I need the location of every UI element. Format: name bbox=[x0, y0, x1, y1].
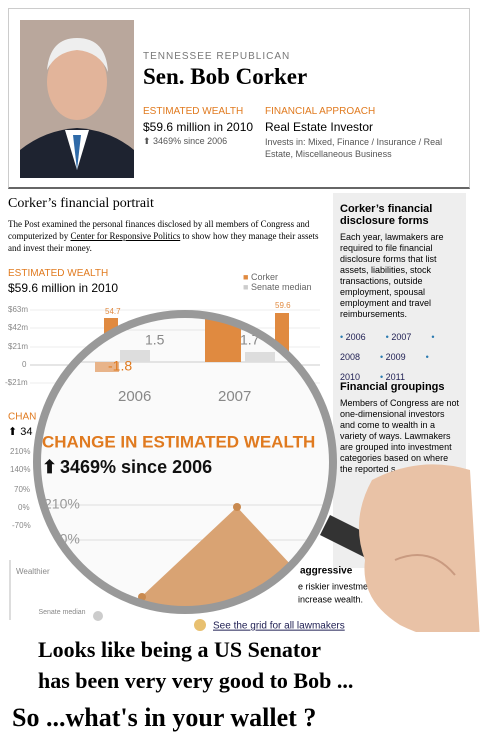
intro-text: The Post examined the personal finances … bbox=[8, 219, 310, 241]
intro-link[interactable]: Center for Responsive Politics bbox=[70, 231, 181, 241]
intro-text: to show how they manage their assets and… bbox=[8, 231, 319, 253]
year-item: • 2008 bbox=[340, 332, 434, 362]
invests-in: Invests in: Mixed, Finance / Insurance /… bbox=[265, 137, 443, 159]
legend-label: Senate median bbox=[250, 282, 312, 292]
lens-ring bbox=[33, 310, 337, 614]
legend-label: Corker bbox=[250, 272, 278, 282]
y-tick-label: 140% bbox=[10, 465, 30, 474]
forms-text: Each year, lawmakers are required to fil… bbox=[340, 232, 444, 319]
name: Sen. Bob Corker bbox=[143, 64, 308, 89]
year-item: • 2011 bbox=[380, 372, 426, 382]
y-tick-label: 0 bbox=[22, 360, 27, 369]
zoom-tick: 210% bbox=[44, 496, 80, 512]
grid-link[interactable]: See the grid for all lawmakers bbox=[213, 621, 345, 632]
y-tick-label: -$21m bbox=[5, 378, 28, 387]
y-tick-label: 210% bbox=[10, 447, 30, 456]
year-link[interactable]: 2010 bbox=[340, 372, 361, 382]
legend: ■ Corker ■ Senate median bbox=[243, 272, 312, 292]
approach-text: e riskier investment bbox=[298, 581, 376, 591]
year-link[interactable]: 2009 bbox=[385, 352, 406, 362]
bar-label: 54.7 bbox=[105, 307, 121, 316]
caption: has been very very good to Bob ... bbox=[38, 668, 353, 693]
profile-card bbox=[8, 8, 470, 189]
year-links: • 2006 • 2007 • 2008 • 2009 • 2010 • 2011 bbox=[340, 327, 464, 387]
approach-label: FINANCIAL APPROACH bbox=[265, 106, 376, 117]
y-tick-label: 0% bbox=[18, 503, 30, 512]
wealth-value: $59.6 million in 2010 bbox=[143, 120, 254, 134]
zoom-change-label: CHANGE IN ESTIMATED WEALTH bbox=[42, 432, 315, 451]
party-state: TENNESSEE REPUBLICAN bbox=[143, 51, 291, 62]
photo bbox=[20, 20, 134, 178]
hand bbox=[358, 464, 480, 641]
wealth-change-text: 3469% since 2006 bbox=[153, 136, 228, 146]
zoom-label: 1.5 bbox=[145, 332, 165, 348]
y-tick-label: -70% bbox=[12, 521, 31, 530]
year-item: • 2009 bbox=[380, 352, 426, 362]
groupings-text: Members of Congress are not one-dimensio… bbox=[340, 398, 460, 474]
wealth-change: ⬆ 3469% since 2006 bbox=[143, 136, 228, 146]
zoom-bar bbox=[120, 350, 150, 362]
zoom-year: 2007 bbox=[218, 388, 251, 405]
chart-value: $59.6 million in 2010 bbox=[8, 281, 119, 295]
wealth-label: ESTIMATED WEALTH bbox=[143, 106, 244, 117]
caption: Looks like being a US Senator bbox=[38, 637, 321, 662]
approach-title: aggressive bbox=[300, 566, 353, 577]
year-item: • 2006 bbox=[340, 332, 386, 342]
svg-text:⬆ 34: ⬆ 34 bbox=[8, 426, 33, 438]
forms-title: Corker’s financial disclosure forms bbox=[340, 203, 433, 227]
y-tick-label: 70% bbox=[14, 485, 30, 494]
groupings-title: Financial groupings bbox=[340, 381, 445, 393]
zoom-label: -1.8 bbox=[108, 358, 132, 374]
axis-median: Senate median bbox=[38, 609, 85, 616]
intro: The Post examined the personal finances … bbox=[8, 218, 320, 254]
chart-label: ESTIMATED WEALTH bbox=[8, 268, 109, 279]
y-tick-label: $21m bbox=[8, 342, 28, 351]
caption: So ...what's in your wallet ? bbox=[12, 703, 316, 732]
approach-text: increase wealth. bbox=[298, 594, 363, 604]
zoom-year: 2006 bbox=[118, 388, 151, 405]
year-link[interactable]: 2011 bbox=[385, 372, 406, 382]
portrait-title: Corker’s financial portrait bbox=[8, 196, 154, 211]
axis-top: Wealthier bbox=[16, 567, 50, 576]
year-link[interactable]: 2008 bbox=[340, 352, 361, 362]
svg-text:CHAN: CHAN bbox=[8, 412, 36, 423]
year-link[interactable]: 2006 bbox=[345, 332, 366, 342]
bar-label: 59.6 bbox=[275, 301, 291, 310]
svg-text:⬆: ⬆ bbox=[42, 457, 57, 477]
zoom-bar bbox=[95, 362, 119, 372]
y-tick-label: $63m bbox=[8, 305, 28, 314]
zoom-change-value: 3469% since 2006 bbox=[60, 457, 212, 477]
year-item: • 2010 bbox=[340, 352, 429, 382]
approach-value: Real Estate Investor bbox=[265, 120, 374, 134]
year-link[interactable]: 2007 bbox=[391, 332, 412, 342]
year-item: • 2007 bbox=[386, 332, 432, 342]
y-tick-label: $42m bbox=[8, 323, 28, 332]
zoom-bar bbox=[245, 352, 275, 362]
